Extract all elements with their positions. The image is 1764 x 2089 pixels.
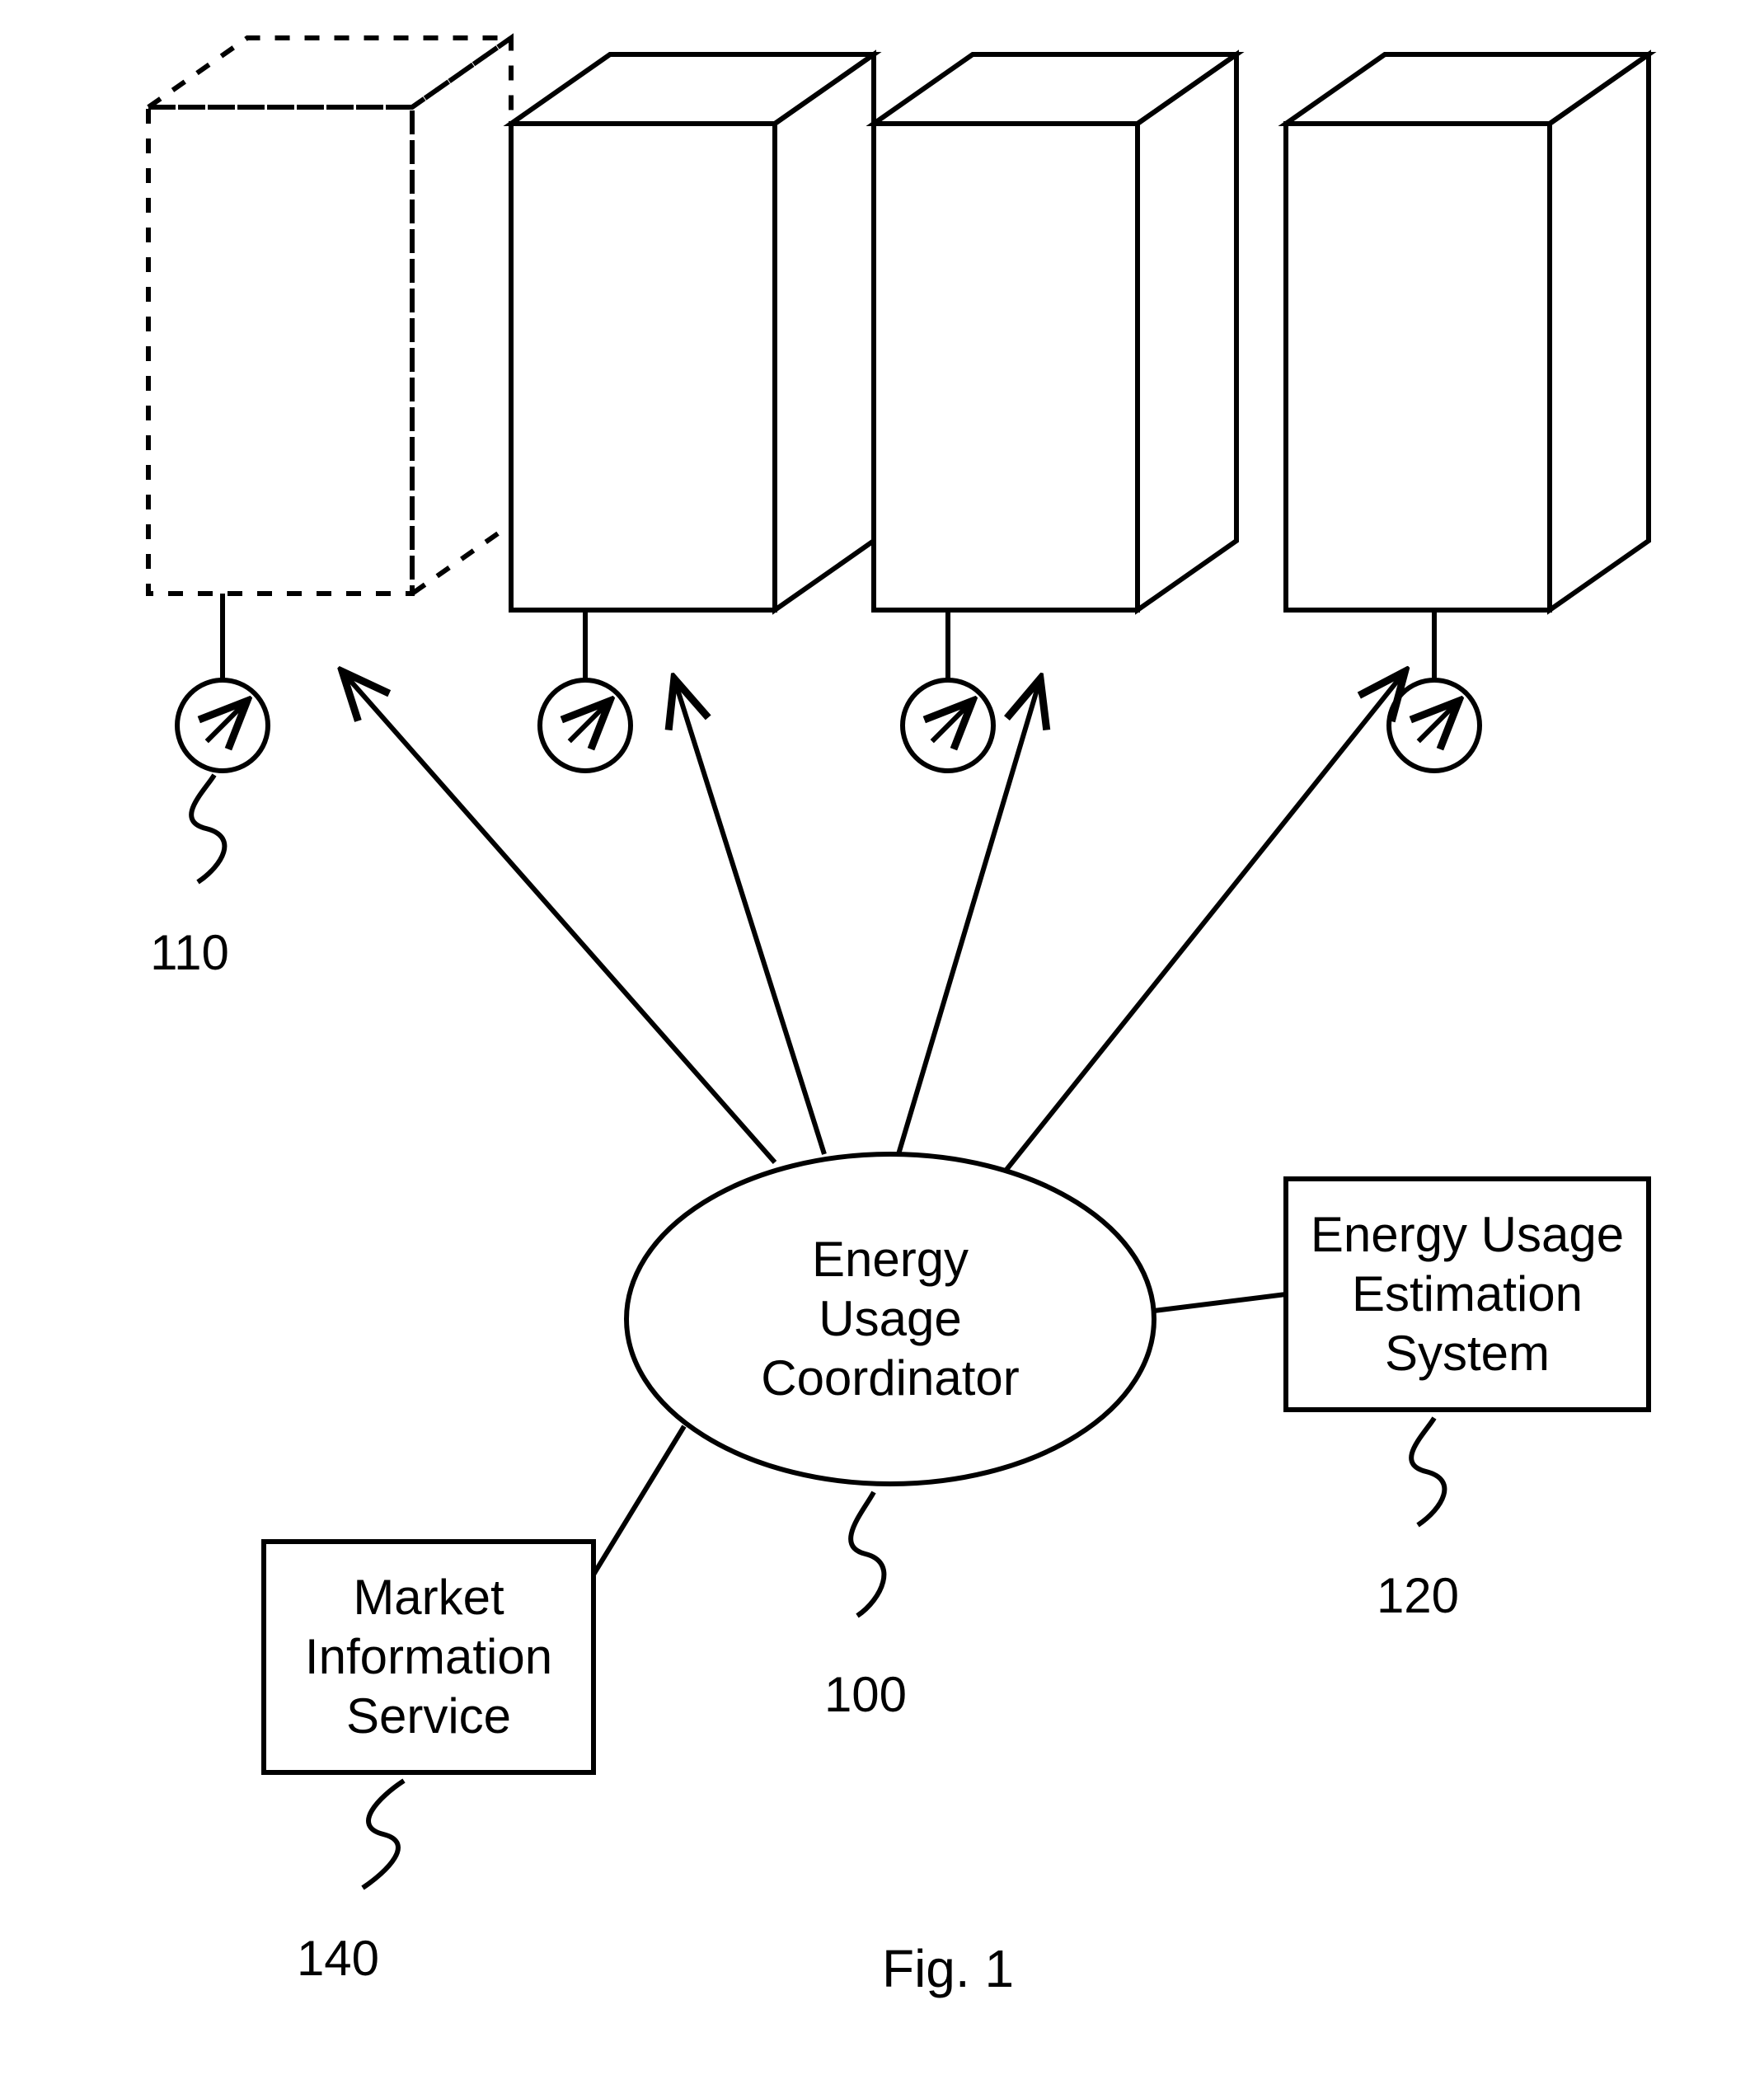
ref-120: 120 xyxy=(1335,1566,1500,1626)
figure-label: Fig. 1 xyxy=(824,1937,1072,2001)
diagram-svg xyxy=(0,0,1764,2089)
estimator-label: Energy UsageEstimationSystem xyxy=(1220,1205,1715,1383)
ref-100: 100 xyxy=(783,1665,948,1725)
coordinator-label: EnergyUsageCoordinator xyxy=(643,1230,1138,1408)
ref-110: 110 xyxy=(107,923,272,983)
ref-140: 140 xyxy=(256,1929,420,1988)
market-label: MarketInformationService xyxy=(181,1568,676,1746)
diagram-canvas: EnergyUsageCoordinator Energy UsageEstim… xyxy=(0,0,1764,2089)
